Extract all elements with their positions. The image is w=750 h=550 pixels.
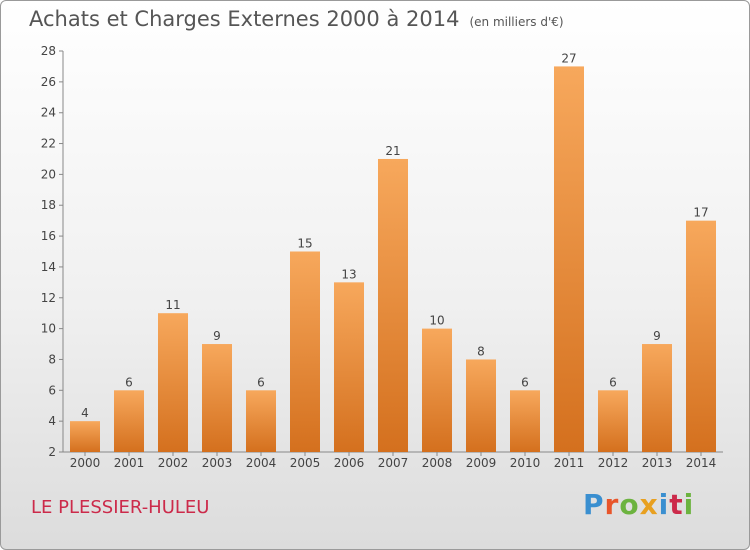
data-label-2004: 6 [257, 375, 265, 389]
bar-2004 [246, 390, 276, 452]
logo-letter: i [658, 488, 670, 521]
x-tick-label: 2011 [554, 456, 585, 470]
bar-2000 [70, 421, 100, 452]
x-tick-label: 2000 [70, 456, 101, 470]
y-tick-label: 20 [41, 167, 56, 181]
y-tick-label: 22 [41, 137, 56, 151]
bar-2008 [422, 328, 452, 452]
proxiti-logo: Proxiti [583, 488, 694, 521]
y-tick-label: 6 [48, 383, 56, 397]
x-tick-label: 2010 [510, 456, 541, 470]
data-label-2014: 17 [693, 206, 708, 220]
chart-title-text: Achats et Charges Externes 2000 à 2014 [29, 7, 460, 31]
x-tick-label: 2008 [422, 456, 453, 470]
data-label-2001: 6 [125, 375, 133, 389]
bars [70, 66, 716, 452]
chart-title: Achats et Charges Externes 2000 à 2014 (e… [29, 7, 564, 31]
x-tick-label: 2004 [246, 456, 277, 470]
x-tick-label: 2014 [686, 456, 717, 470]
data-label-2010: 6 [521, 375, 529, 389]
logo-letter: o [619, 488, 640, 521]
data-label-2013: 9 [653, 329, 661, 343]
x-tick-label: 2001 [114, 456, 145, 470]
logo-letter: t [669, 488, 684, 521]
data-label-2005: 15 [297, 237, 312, 251]
bar-2005 [290, 251, 320, 452]
y-tick-label: 2 [48, 445, 56, 459]
bar-2003 [202, 344, 232, 452]
data-label-2007: 21 [385, 144, 400, 158]
bar-2013 [642, 344, 672, 452]
y-tick-label: 16 [41, 229, 56, 243]
x-tick-label: 2012 [598, 456, 629, 470]
bar-2012 [598, 390, 628, 452]
data-label-2002: 11 [165, 298, 180, 312]
bar-2001 [114, 390, 144, 452]
y-tick-label: 14 [41, 260, 56, 274]
logo-letter: x [639, 488, 659, 521]
x-tick-label: 2013 [642, 456, 673, 470]
data-labels: 4 6 11 9 6 15 13 21 10 8 6 27 6 9 17 [81, 51, 708, 420]
bar-2009 [466, 359, 496, 452]
bar-2011 [554, 66, 584, 452]
x-tick-label: 2007 [378, 456, 409, 470]
y-tick-label: 24 [41, 106, 56, 120]
data-label-2003: 9 [213, 329, 221, 343]
data-label-2006: 13 [341, 267, 356, 281]
bar-2006 [334, 282, 364, 452]
x-tick-label: 2009 [466, 456, 497, 470]
bar-2002 [158, 313, 188, 452]
chart-unit: (en milliers d'€) [469, 15, 564, 29]
bar-2010 [510, 390, 540, 452]
logo-letter: P [583, 488, 605, 521]
bar-2014 [686, 220, 716, 452]
y-tick-label: 18 [41, 198, 56, 212]
y-tick-label: 10 [41, 322, 56, 336]
y-tick-label: 28 [41, 44, 56, 58]
data-label-2008: 10 [429, 314, 444, 328]
y-tick-label: 12 [41, 291, 56, 305]
y-tick-label: 26 [41, 75, 56, 89]
bar-2007 [378, 158, 408, 452]
data-label-2009: 8 [477, 344, 485, 358]
x-tick-label: 2002 [158, 456, 189, 470]
data-label-2011: 27 [561, 51, 576, 65]
x-tick-label: 2005 [290, 456, 321, 470]
y-tick-label: 8 [48, 352, 56, 366]
x-tick-label: 2003 [202, 456, 233, 470]
location-label: LE PLESSIER-HULEU [31, 497, 210, 518]
data-label-2000: 4 [81, 406, 89, 420]
logo-letter: r [604, 488, 620, 521]
data-label-2012: 6 [609, 375, 617, 389]
y-tick-label: 4 [48, 414, 56, 428]
x-tick-label: 2006 [334, 456, 365, 470]
logo-letter: i [683, 488, 695, 521]
